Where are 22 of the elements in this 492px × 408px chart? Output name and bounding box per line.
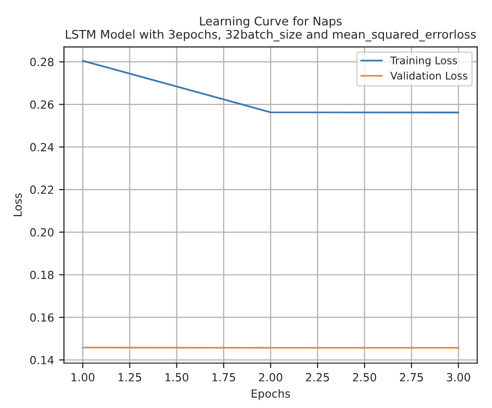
y-tick-label: 0.24 bbox=[30, 142, 54, 152]
y-tick-label: 0.16 bbox=[30, 313, 54, 322]
y-tick-label: 0.22 bbox=[30, 186, 54, 194]
x-tick-label: 2.75 bbox=[400, 373, 423, 382]
y-tick-label: 0.20 bbox=[30, 228, 54, 237]
x-axis-title: Epochs bbox=[252, 389, 290, 400]
x-tick-label: 1.75 bbox=[212, 373, 236, 382]
y-tick-label: 0.18 bbox=[30, 270, 54, 280]
y-tick-label: 0.26 bbox=[30, 100, 54, 109]
x-tick-label: 1.00 bbox=[72, 373, 94, 382]
x-tick-label: 1.25 bbox=[118, 373, 142, 382]
x-tick-label: 2.00 bbox=[259, 373, 282, 382]
x-tick-label: 2.25 bbox=[306, 373, 329, 382]
legend-label: Validation Loss bbox=[390, 72, 468, 80]
y-tick-label: 0.14 bbox=[30, 356, 54, 364]
x-tick-label: 3.00 bbox=[446, 373, 470, 382]
chart-title: Learning Curve for Naps LSTM Model with 3epochs, 32batch_size and mean_squared_errorloss bbox=[66, 16, 476, 42]
y-axis-title: Loss bbox=[14, 193, 22, 216]
legend-label: Training Loss bbox=[390, 56, 458, 66]
y-tick-label: 0.28 bbox=[30, 58, 54, 66]
x-tick-label: 1.50 bbox=[166, 373, 188, 382]
x-tick-label: 2.50 bbox=[352, 373, 376, 382]
